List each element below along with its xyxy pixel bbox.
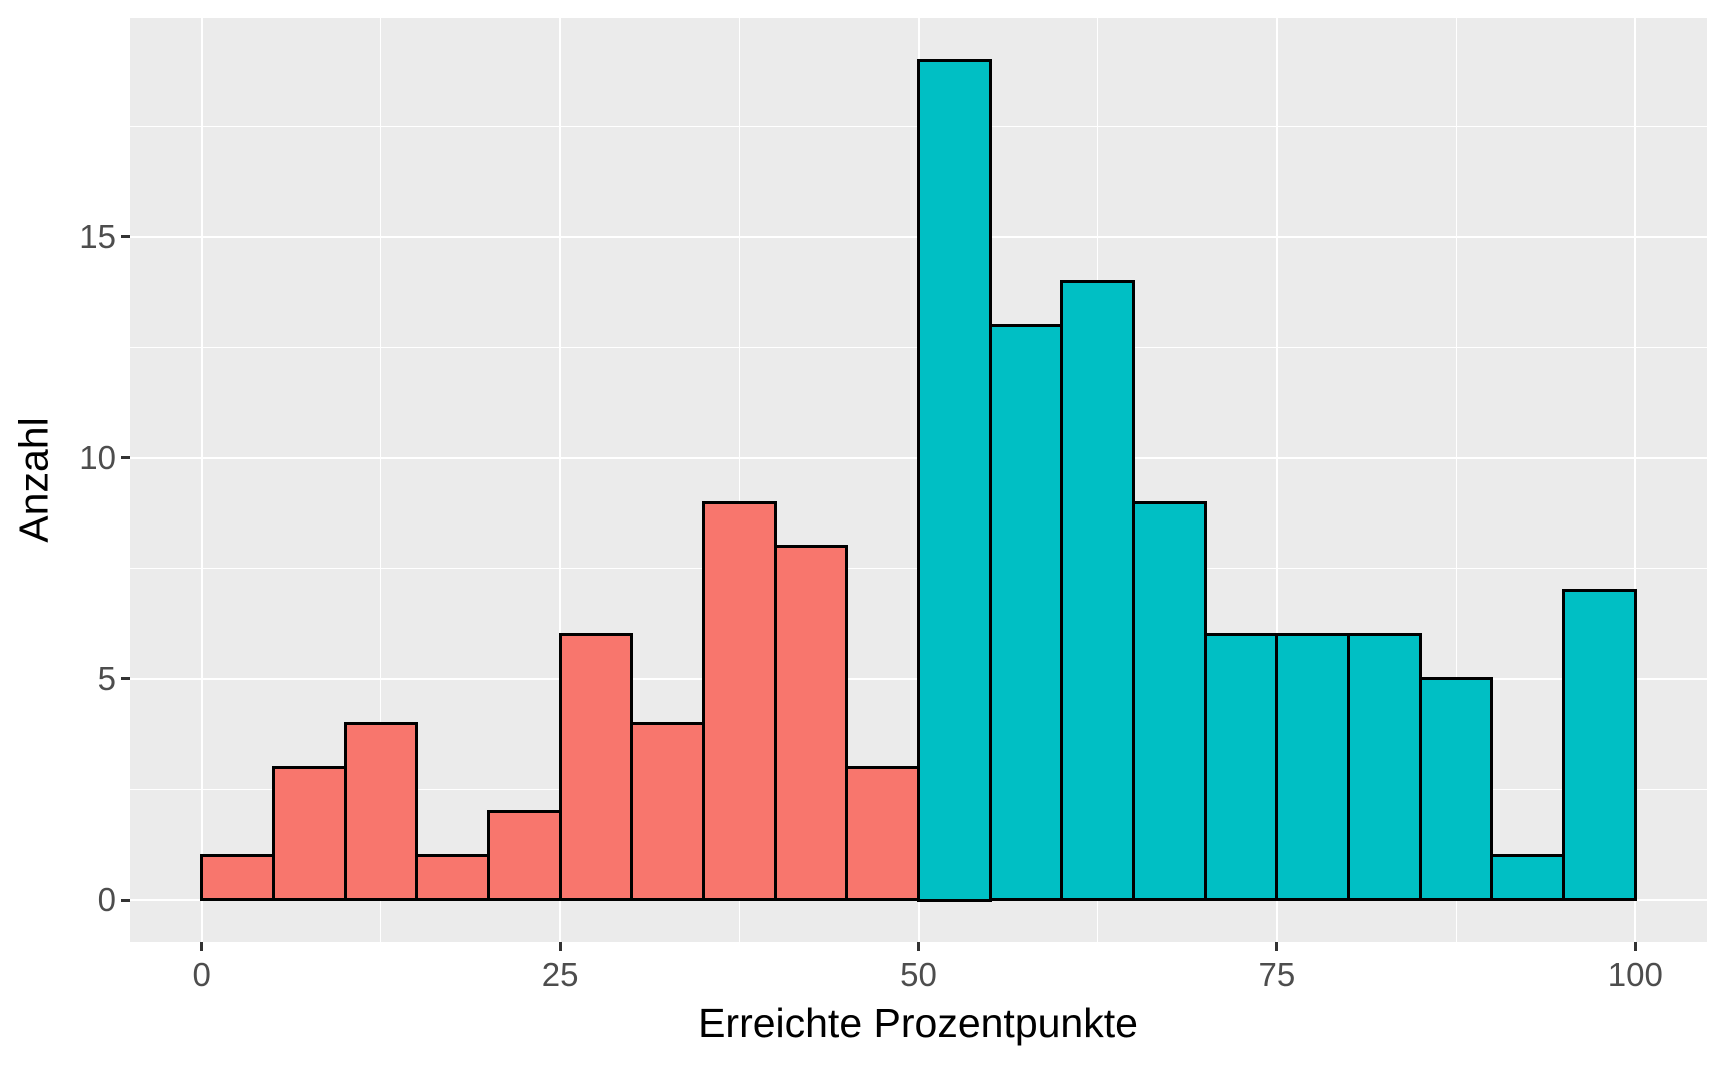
x-tick-label: 50 (900, 956, 937, 993)
x-major-gridline (559, 18, 562, 942)
histogram-bar (1418, 677, 1494, 902)
y-axis-title: Anzahl (10, 417, 57, 543)
histogram-bar (558, 633, 634, 902)
x-major-gridline (1634, 18, 1637, 942)
histogram-bar (1275, 633, 1351, 902)
histogram-bar (773, 544, 849, 902)
x-major-gridline (1275, 18, 1278, 942)
x-tick-label: 75 (1258, 956, 1296, 993)
histogram-bar (1060, 279, 1136, 902)
x-tick-label: 25 (541, 956, 579, 993)
x-tick-mark (558, 942, 562, 951)
y-tick-label: 10 (79, 438, 116, 476)
y-tick-label: 0 (97, 881, 116, 918)
histogram-bar (1490, 854, 1566, 902)
x-major-gridline (200, 18, 203, 942)
histogram-bar (917, 58, 992, 902)
x-tick-mark (1275, 942, 1279, 951)
y-tick-mark (121, 898, 130, 902)
histogram-bar (486, 810, 562, 902)
y-tick-mark (121, 677, 130, 681)
x-minor-gridline (1455, 18, 1457, 942)
histogram-bar (1562, 589, 1637, 902)
histogram-bar (1347, 633, 1422, 902)
histogram-bar (415, 854, 490, 902)
histogram-bar (845, 765, 920, 902)
x-tick-label: 0 (192, 956, 211, 993)
x-tick-mark (1633, 942, 1637, 951)
x-minor-gridline (738, 18, 740, 942)
x-tick-mark (917, 942, 920, 951)
x-minor-gridline (380, 18, 382, 942)
histogram-bar (271, 765, 347, 902)
histogram-bar (701, 500, 777, 902)
histogram-bar (200, 854, 275, 902)
histogram-bar (988, 323, 1064, 902)
histogram-bar (1132, 500, 1207, 902)
histogram-bar (630, 721, 705, 902)
x-tick-label: 100 (1607, 956, 1663, 993)
y-tick-label: 15 (79, 217, 116, 255)
x-tick-mark (200, 942, 204, 951)
plot-panel (130, 18, 1707, 942)
histogram-bar (1203, 633, 1279, 902)
y-tick-label: 5 (97, 659, 116, 697)
y-tick-mark (121, 235, 130, 239)
histogram-bar (343, 721, 419, 902)
x-axis-title: Erreichte Prozentpunkte (698, 1000, 1138, 1046)
y-tick-mark (121, 456, 130, 460)
